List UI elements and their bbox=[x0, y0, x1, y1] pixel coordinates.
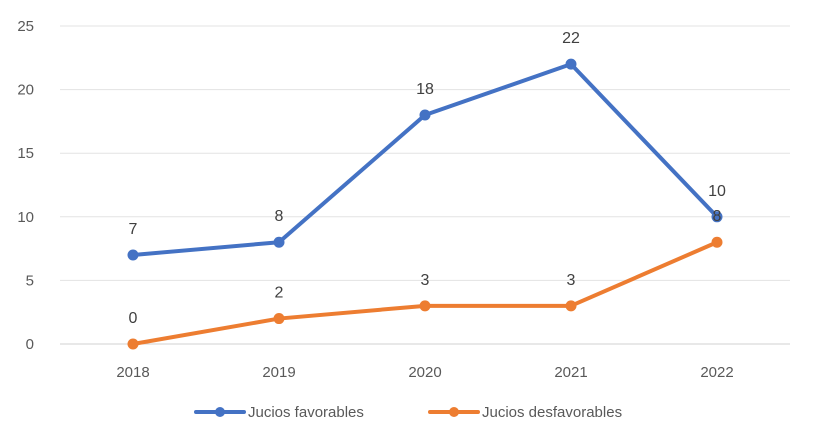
y-tick-label: 5 bbox=[26, 272, 34, 289]
x-tick-label: 2019 bbox=[262, 364, 295, 381]
x-tick-label: 2022 bbox=[700, 364, 733, 381]
data-point bbox=[565, 58, 577, 70]
y-axis: 0 5 10 15 20 25 bbox=[17, 18, 34, 353]
series-layer: 7 8 18 22 10 0 2 3 3 8 bbox=[127, 30, 726, 350]
series-1: 7 8 18 22 10 bbox=[127, 30, 726, 261]
data-point bbox=[273, 313, 285, 325]
y-tick-label: 10 bbox=[17, 209, 34, 226]
data-point bbox=[565, 300, 577, 312]
legend: Jucios favorables Jucios desfavorables bbox=[194, 404, 622, 421]
data-label: 22 bbox=[562, 30, 580, 47]
legend-marker bbox=[449, 407, 459, 417]
data-point bbox=[711, 236, 723, 248]
x-tick-label: 2020 bbox=[408, 364, 441, 381]
y-tick-label: 15 bbox=[17, 145, 34, 162]
data-label: 7 bbox=[129, 221, 138, 238]
data-point bbox=[419, 109, 431, 121]
series-2: 0 2 3 3 8 bbox=[127, 208, 723, 350]
series-line bbox=[131, 240, 719, 346]
data-label: 2 bbox=[275, 285, 284, 302]
data-label: 0 bbox=[129, 310, 138, 327]
y-tick-label: 0 bbox=[26, 336, 34, 353]
data-point bbox=[711, 211, 723, 223]
x-tick-label: 2018 bbox=[116, 364, 149, 381]
data-label: 8 bbox=[275, 208, 284, 225]
y-tick-label: 20 bbox=[17, 82, 34, 99]
y-tick-label: 25 bbox=[17, 18, 34, 35]
x-tick-label: 2021 bbox=[554, 364, 587, 381]
data-label: 8 bbox=[713, 208, 722, 225]
data-point bbox=[127, 249, 139, 261]
data-label: 3 bbox=[421, 272, 430, 289]
gridlines bbox=[60, 25, 790, 345]
data-point bbox=[127, 338, 139, 350]
x-axis: 2018 2019 2020 2021 2022 bbox=[116, 364, 733, 381]
data-label: 18 bbox=[416, 81, 434, 98]
data-label: 10 bbox=[708, 183, 726, 200]
data-point bbox=[273, 236, 285, 248]
legend-marker bbox=[215, 407, 225, 417]
legend-label: Jucios favorables bbox=[248, 404, 364, 421]
data-label: 3 bbox=[567, 272, 576, 289]
data-point bbox=[419, 300, 431, 312]
legend-label: Jucios desfavorables bbox=[482, 404, 622, 421]
